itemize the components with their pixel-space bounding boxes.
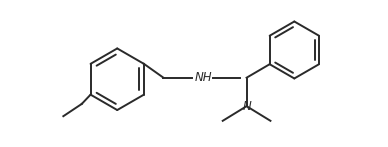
Text: NH: NH: [195, 71, 212, 84]
Text: N: N: [242, 100, 251, 113]
